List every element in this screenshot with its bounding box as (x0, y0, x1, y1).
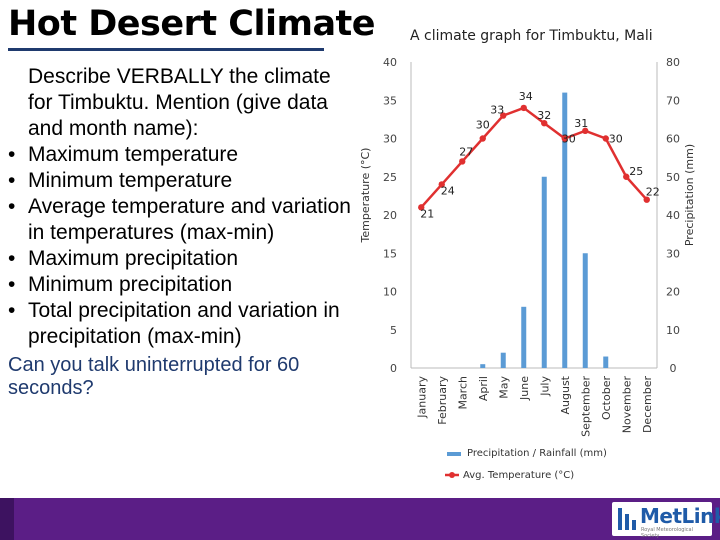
precip-bar-july (541, 176, 547, 368)
temperature-point-may (500, 112, 507, 119)
metlink-logo-subtitle: Royal Meteorological Society (641, 527, 694, 539)
temperature-label-march: 27 (459, 145, 473, 158)
talk-prompt: Can you talk uninterrupted for 60 second… (8, 354, 300, 399)
precip-bar-may (500, 352, 506, 368)
y-left-tick-label-3: 15 (383, 247, 397, 260)
temperature-label-may: 33 (490, 104, 504, 117)
y-right-tick-label-1: 10 (666, 324, 680, 337)
bullet-max-precipitation: Maximum precipitation (8, 246, 363, 272)
bullet-total-precipitation: Total precipitation and variation in pre… (8, 298, 363, 350)
x-tick-label-november: November (620, 376, 633, 434)
precip-bar-august (562, 92, 568, 368)
temperature-point-march (459, 158, 466, 165)
x-tick-label-june: June (518, 376, 531, 401)
y-right-tick-label-3: 30 (666, 247, 680, 260)
y-left-tick-label-1: 5 (390, 324, 397, 337)
footer-accent (0, 498, 14, 540)
y-left-axis-title: Temperature (°C) (359, 148, 372, 244)
x-tick-label-march: March (456, 376, 469, 410)
y-left-tick-label-8: 40 (383, 56, 397, 69)
temperature-point-december (643, 196, 650, 203)
question-list: Describe VERBALLY the climate for Timbuk… (8, 64, 363, 400)
x-tick-label-may: May (497, 376, 510, 399)
x-tick-label-october: October (600, 376, 613, 420)
legend-temp-label: Avg. Temperature (°C) (463, 470, 574, 481)
precip-bar-october (603, 356, 609, 368)
temperature-point-june (520, 104, 527, 112)
legend-precip-swatch (447, 452, 461, 456)
temperature-line (420, 106, 648, 209)
x-tick-label-january: January (415, 376, 428, 419)
title-underline (8, 48, 324, 51)
chart-title: A climate graph for Timbuktu, Mali (410, 28, 653, 44)
y-left-tick-label-4: 20 (383, 209, 397, 222)
y-right-tick-label-4: 40 (666, 209, 680, 222)
metlink-logo: MetLink Royal Meteorological Society (612, 502, 720, 539)
precip-bar-april (480, 364, 486, 368)
y-right-tick-label-0: 0 (670, 362, 677, 375)
y-right-tick-label-7: 70 (666, 94, 680, 107)
page-title: Hot Desert Climate (8, 4, 376, 44)
bullet-avg-temperature: Average temperature and variation in tem… (8, 194, 363, 246)
temperature-point-november (623, 173, 630, 180)
x-tick-label-april: April (477, 376, 490, 401)
bullet-min-precipitation: Minimum precipitation (8, 272, 363, 298)
metlink-logo-icon (618, 508, 636, 530)
metlink-logo-text: MetLink (640, 504, 720, 528)
temperature-label-july: 32 (537, 109, 551, 122)
temperature-point-february (438, 181, 445, 188)
x-tick-label-september: September (579, 376, 592, 437)
x-tick-label-july: July (538, 376, 551, 397)
y-left-tick-label-6: 30 (383, 133, 397, 146)
legend-precip-label: Precipitation / Rainfall (mm) (467, 448, 607, 459)
x-tick-label-august: August (559, 375, 572, 414)
temperature-label-september: 31 (574, 117, 588, 130)
temperature-point-july (541, 120, 548, 127)
y-right-axis-title: Precipitation (mm) (683, 144, 696, 246)
precip-bar-june (521, 306, 527, 368)
legend-temp-marker (449, 472, 455, 478)
temperature-label-june: 34 (519, 90, 533, 103)
temperature-point-april (479, 135, 486, 142)
temperature-point-january (418, 204, 425, 211)
temperature-label-october: 30 (609, 133, 623, 146)
temperature-label-april: 30 (476, 119, 490, 132)
y-right-tick-label-2: 20 (666, 286, 680, 299)
y-right-tick-label-6: 60 (666, 133, 680, 146)
x-tick-label-february: February (436, 376, 449, 425)
y-right-tick-label-8: 80 (666, 56, 680, 69)
temperature-label-december: 22 (646, 186, 660, 199)
y-right-tick-label-5: 50 (666, 171, 680, 184)
y-left-tick-label-0: 0 (390, 362, 397, 375)
precip-bar-september (582, 253, 588, 368)
temperature-label-november: 25 (629, 165, 643, 178)
y-left-tick-label-7: 35 (383, 94, 397, 107)
question-bullets: Maximum temperature Minimum temperature … (8, 142, 363, 350)
footer-bar (0, 498, 720, 540)
question-intro: Describe VERBALLY the climate for Timbuk… (28, 65, 331, 140)
y-left-tick-label-5: 25 (383, 171, 397, 184)
temperature-point-october (602, 135, 609, 142)
y-left-tick-label-2: 10 (383, 286, 397, 299)
bullet-min-temperature: Minimum temperature (8, 168, 363, 194)
bullet-max-temperature: Maximum temperature (8, 142, 363, 168)
temperature-label-august: 30 (562, 133, 576, 146)
temperature-point-august (561, 135, 568, 142)
temperature-label-january: 21 (420, 207, 434, 220)
temperature-label-february: 24 (441, 184, 455, 197)
x-tick-label-december: December (641, 376, 654, 434)
climate-chart: 0 5 10 15 20 25 30 35 40 0 10 20 30 40 50 60 70 80 Tempera… (359, 56, 696, 481)
temperature-point-september (582, 127, 589, 135)
